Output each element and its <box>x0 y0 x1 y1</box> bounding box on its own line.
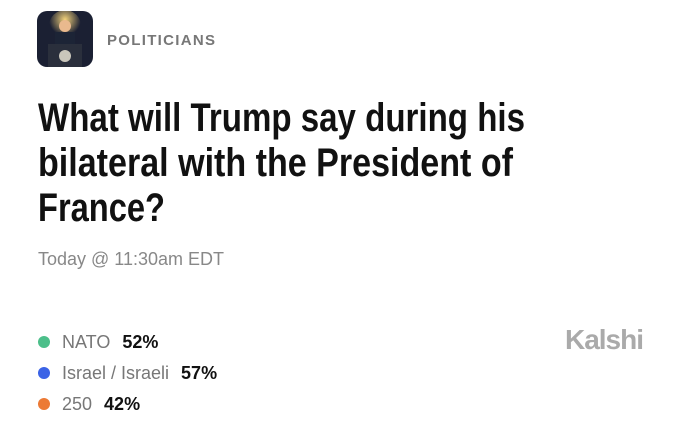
outcome-name: NATO <box>62 332 110 352</box>
outcome-value: 52% <box>122 332 158 352</box>
title-line: France? <box>38 186 165 230</box>
outcome-dot <box>38 398 50 410</box>
outcome-name: 250 <box>62 394 92 414</box>
time: Today @ 11:30am EDT <box>38 249 224 269</box>
avatar <box>37 11 93 67</box>
outcome-list: NATO 52% Israel / Israeli 57% 250 42% <box>38 332 217 414</box>
outcome-dot <box>38 336 50 348</box>
category: POLITICIANS <box>107 32 216 49</box>
title-line: bilateral with the President of <box>38 141 514 185</box>
title: What will Trump say during hisbilateral … <box>38 96 525 230</box>
outcome-value: 42% <box>104 394 140 414</box>
outcome-dot <box>38 367 50 379</box>
brand: Kalshi <box>565 324 643 355</box>
title-line: What will Trump say during his <box>38 96 525 140</box>
outcome-name: Israel / Israeli <box>62 363 169 383</box>
outcome-value: 57% <box>181 363 217 383</box>
